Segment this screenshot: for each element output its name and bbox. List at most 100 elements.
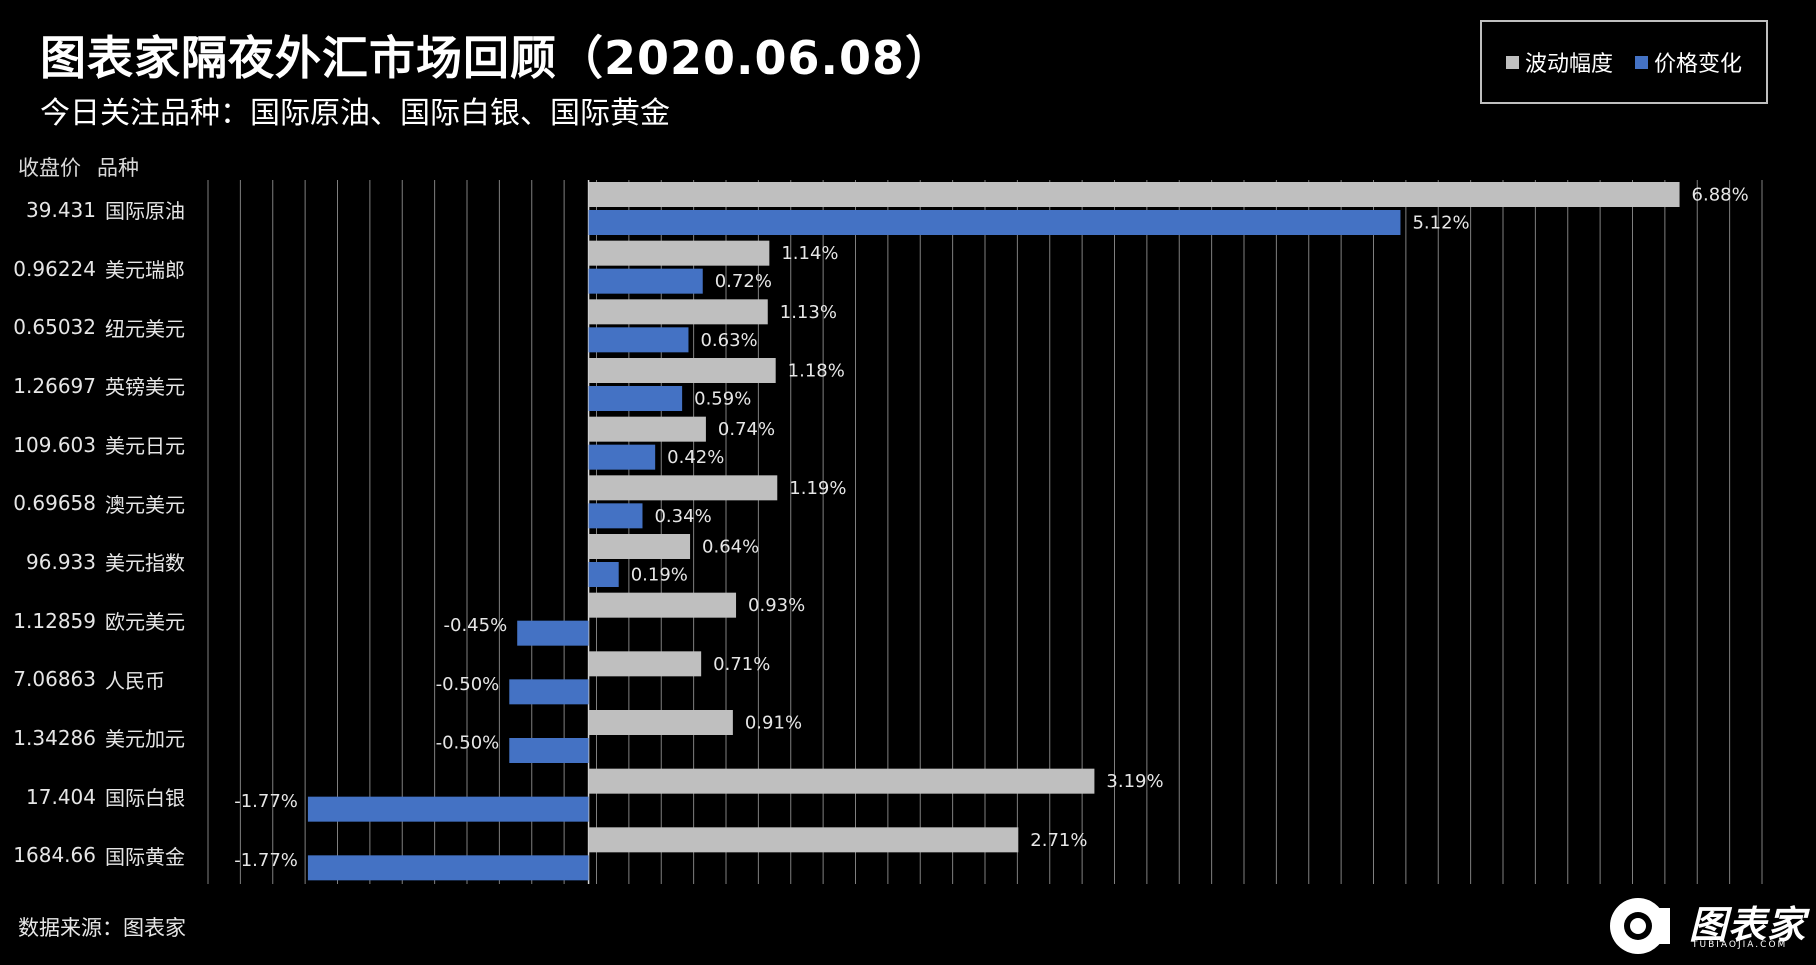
change-bar (588, 562, 619, 587)
change-bar (588, 503, 643, 529)
closing-price-label: 39.431 (26, 197, 96, 222)
price-column-header: 收盘价 (18, 156, 81, 180)
volatility-bar (588, 416, 706, 442)
volatility-data-label: 1.14% (781, 243, 838, 264)
change-bar (307, 855, 589, 881)
legend-swatch-volatility (1505, 55, 1519, 69)
category-name-label: 澳元美元 (105, 492, 185, 517)
volatility-data-label: 0.74% (718, 419, 775, 440)
category-label: 1.12859 欧元美元 (0, 606, 190, 635)
column-headers: 收盘价 品种 (18, 152, 139, 182)
closing-price-label: 0.69658 (13, 491, 96, 516)
volatility-data-label: 1.19% (789, 478, 846, 499)
legend-item-change: 价格变化 (1635, 46, 1742, 78)
category-label: 7.06863 人民币 (0, 665, 190, 694)
category-name-label: 美元加元 (105, 727, 185, 752)
name-column-header: 品种 (97, 156, 139, 180)
closing-price-label: 0.65032 (13, 315, 96, 340)
closing-price-label: 109.603 (13, 432, 96, 457)
volatility-bar (588, 240, 770, 266)
legend-label-volatility: 波动幅度 (1524, 52, 1613, 77)
change-data-label: -0.50% (436, 733, 500, 754)
category-label: 0.96224 美元瑞郎 (0, 254, 190, 283)
volatility-bar (588, 827, 1019, 853)
volatility-bar (588, 475, 778, 501)
closing-price-label: 7.06863 (13, 667, 96, 692)
change-bar (588, 210, 1401, 235)
logo-text: 图表家 (1689, 903, 1807, 947)
volatility-data-label: 6.88% (1692, 185, 1749, 206)
volatility-data-label: 0.71% (713, 654, 770, 675)
category-name-label: 国际黄金 (105, 844, 185, 869)
data-source: 数据来源：图表家 (18, 916, 186, 940)
change-data-label: -1.77% (234, 850, 298, 871)
change-data-label: 0.34% (654, 506, 711, 527)
category-name-label: 英镑美元 (105, 375, 185, 400)
volatility-data-label: 2.71% (1030, 830, 1087, 851)
closing-price-label: 1684.66 (13, 843, 96, 868)
category-name-label: 美元日元 (105, 434, 185, 458)
change-data-label: -1.77% (234, 791, 298, 812)
category-name-label: 人民币 (105, 668, 165, 693)
category-label: 39.431 国际原油 (0, 195, 190, 224)
category-label: 96.933 美元指数 (0, 547, 190, 576)
change-data-label: 5.12% (1412, 213, 1469, 234)
closing-price-label: 1.12859 (13, 608, 96, 633)
volatility-data-label: 1.13% (780, 302, 837, 323)
volatility-bar (588, 534, 691, 559)
logo-subtext: TUBIAOJIA.COM (1692, 940, 1788, 950)
change-data-label: -0.45% (444, 615, 508, 636)
volatility-data-label: 0.64% (702, 537, 759, 558)
change-bar (509, 738, 589, 763)
closing-price-label: 96.933 (26, 549, 96, 574)
bar-chart: 6.88% 5.12% 1.14% 0.72% 1.13% 0.63% 1.18% 0.59%… (207, 180, 1763, 884)
change-bar (588, 268, 703, 294)
category-label: 0.65032 纽元美元 (0, 313, 190, 342)
change-bar (509, 679, 589, 705)
chart-subtitle: 今日关注品种：国际原油、国际白银、国际黄金 (40, 96, 670, 131)
brand-logo: 图表家 TUBIAOJIA.COM (1604, 890, 1807, 958)
legend: 波动幅度 价格变化 (1480, 20, 1768, 104)
volatility-bar (588, 358, 776, 383)
closing-price-label: 1.26697 (13, 373, 96, 398)
closing-price-label: 17.404 (26, 784, 96, 809)
change-data-label: 0.63% (700, 330, 757, 351)
change-bar (588, 327, 689, 353)
change-data-label: 0.42% (667, 447, 724, 468)
volatility-bar (588, 651, 702, 677)
change-bar (588, 386, 683, 411)
category-name-label: 美元瑞郎 (105, 258, 185, 282)
closing-price-label: 1.34286 (13, 725, 96, 750)
change-bar (307, 796, 589, 822)
volatility-bar (588, 710, 733, 735)
logo-icon (1610, 898, 1670, 954)
volatility-bar (588, 592, 737, 618)
legend-swatch-change (1635, 55, 1648, 69)
category-name-label: 纽元美元 (105, 316, 185, 341)
category-name-label: 欧元美元 (105, 610, 185, 634)
change-data-label: 0.19% (631, 565, 688, 586)
volatility-bar (588, 768, 1095, 794)
chart-title: 图表家隔夜外汇市场回顾（2020.06.08） (40, 31, 953, 85)
volatility-data-label: 0.91% (745, 713, 802, 734)
category-label: 1.26697 英镑美元 (0, 371, 190, 400)
volatility-bar (588, 299, 768, 325)
category-label: 1.34286 美元加元 (0, 723, 190, 752)
category-name-label: 美元指数 (105, 551, 185, 576)
closing-price-label: 0.96224 (13, 256, 96, 281)
category-label: 0.69658 澳元美元 (0, 489, 190, 518)
change-bar (517, 620, 589, 646)
change-bar (588, 444, 656, 470)
volatility-data-label: 0.93% (748, 595, 805, 616)
volatility-data-label: 1.18% (788, 361, 845, 382)
category-name-label: 国际原油 (105, 199, 185, 224)
category-label: 17.404 国际白银 (0, 782, 190, 811)
category-label: 1684.66 国际黄金 (0, 841, 190, 870)
category-label: 109.603 美元日元 (0, 430, 190, 459)
category-name-label: 国际白银 (105, 786, 185, 810)
legend-item-volatility: 波动幅度 (1505, 46, 1613, 78)
volatility-bar (588, 182, 1680, 207)
change-data-label: -0.50% (436, 674, 500, 695)
legend-label-change: 价格变化 (1654, 52, 1743, 77)
change-data-label: 0.59% (694, 389, 751, 410)
